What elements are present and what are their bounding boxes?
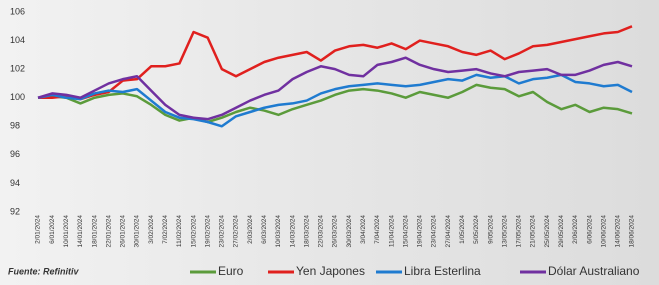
x-tick-label: 21/05/2024 — [530, 215, 537, 248]
x-tick-label: 30/01/2024 — [134, 215, 141, 248]
x-tick-label: 18/06/2024 — [629, 215, 636, 248]
y-tick-label: 98 — [10, 121, 20, 131]
chart: Fuente: Refinitiv 92 94 96 98 100 102 104 106 2/… — [0, 0, 659, 285]
x-tick-label: 14/03/2024 — [289, 215, 296, 248]
x-tick-label: 30/03/2024 — [346, 215, 353, 248]
x-tick-label: 10/03/2024 — [275, 215, 282, 248]
y-tick-label: 100 — [10, 92, 25, 102]
x-tick-label: 22/03/2024 — [318, 215, 325, 248]
x-tick-label: 19/02/2024 — [204, 215, 211, 248]
x-tick-label: 25/05/2024 — [544, 215, 551, 248]
y-tick-label: 92 — [10, 206, 20, 216]
x-tick-label: 10/06/2024 — [600, 215, 607, 248]
x-tick-label: 15/02/2024 — [190, 215, 197, 248]
x-tick-label: 7/04/2024 — [374, 215, 381, 244]
legend-label: Yen Japones — [296, 264, 365, 278]
x-tick-label: 23/04/2024 — [431, 215, 438, 248]
x-tick-label: 6/03/2024 — [261, 215, 268, 244]
x-tick-label: 29/05/2024 — [558, 215, 565, 248]
x-tick-label: 22/01/2024 — [105, 215, 112, 248]
x-tick-label: 6/01/2024 — [49, 215, 56, 244]
source: Fuente: Refinitiv — [8, 266, 79, 276]
x-tick-label: 11/02/2024 — [176, 215, 183, 247]
x-tick-label: 11/04/2024 — [388, 215, 395, 247]
legend-label: Libra Esterlina — [404, 264, 481, 278]
y-tick-label: 106 — [10, 6, 25, 16]
x-tick-label: 7/02/2024 — [162, 215, 169, 244]
x-tick-label: 14/01/2024 — [77, 215, 84, 248]
x-tick-label: 2/03/2024 — [247, 215, 254, 244]
x-tick-label: 18/03/2024 — [303, 215, 310, 248]
x-tick-label: 2/01/2024 — [35, 215, 42, 244]
x-tick-label: 6/06/2024 — [586, 215, 593, 244]
x-tick-label: 2/06/2024 — [572, 215, 579, 244]
x-tick-label: 15/04/2024 — [402, 215, 409, 248]
x-tick-label: 17/05/2024 — [516, 215, 523, 248]
x-tick-label: 18/01/2024 — [91, 215, 98, 248]
y-tick-label: 104 — [10, 35, 25, 45]
x-tick-label: 26/03/2024 — [332, 215, 339, 248]
x-tick-label: 9/05/2024 — [487, 215, 494, 244]
x-tick-label: 26/01/2024 — [120, 215, 127, 248]
y-tick-label: 102 — [10, 64, 25, 74]
x-tick-label: 19/04/2024 — [417, 215, 424, 248]
legend-label: Euro — [218, 264, 244, 278]
x-tick-label: 10/01/2024 — [63, 215, 70, 248]
page: Fuente: Refinitiv 92 94 96 98 100 102 104 106 2/… — [0, 0, 659, 285]
x-tick-label: 27/04/2024 — [445, 215, 452, 248]
y-tick-label: 96 — [10, 149, 20, 159]
x-tick-label: 5/05/2024 — [473, 215, 480, 244]
x-tick-label: 14/06/2024 — [615, 215, 622, 248]
line — [38, 75, 632, 126]
x-tick-label: 3/04/2024 — [360, 215, 367, 244]
x-tick-label: 23/02/2024 — [219, 215, 226, 248]
x-tick-label: 27/02/2024 — [233, 215, 240, 248]
x-tick-label: 1/05/2024 — [459, 215, 466, 244]
x-tick-label: 3/02/2024 — [148, 215, 155, 244]
legend-label: Dólar Australiano — [548, 264, 640, 278]
y-tick-label: 94 — [10, 178, 20, 188]
x-tick-label: 13/05/2024 — [501, 215, 508, 248]
